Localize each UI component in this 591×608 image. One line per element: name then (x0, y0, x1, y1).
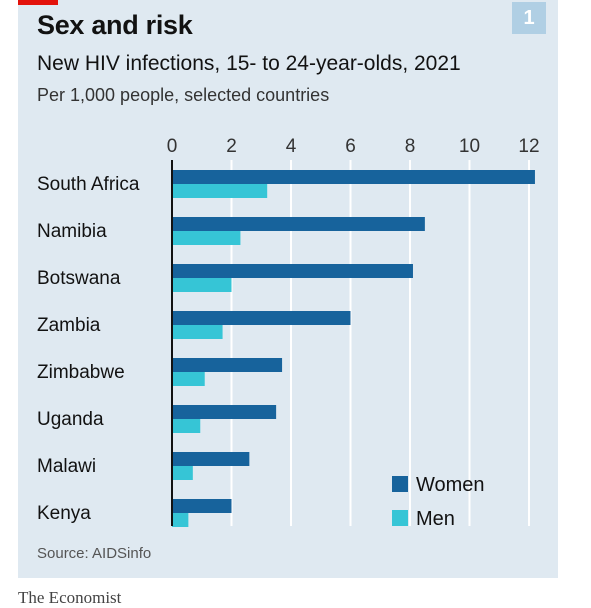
chart-panel (18, 0, 558, 578)
category-label: Kenya (37, 503, 91, 524)
chart-units: Per 1,000 people, selected countries (37, 85, 330, 105)
bar-men (172, 278, 232, 292)
chart-subtitle: New HIV infections, 15- to 24-year-olds,… (37, 52, 461, 75)
category-label: Namibia (37, 221, 107, 242)
bar-men (172, 372, 205, 386)
x-tick-label: 12 (518, 136, 539, 157)
x-tick-label: 10 (459, 136, 480, 157)
source-note: Source: AIDSinfo (37, 545, 152, 562)
bar-women (172, 452, 250, 466)
legend-label: Women (416, 474, 485, 496)
x-tick-label: 8 (405, 136, 416, 157)
bar-women (172, 170, 535, 184)
brand-red-tag (18, 0, 58, 5)
x-tick-label: 6 (345, 136, 356, 157)
bar-men (172, 419, 201, 433)
bar-men (172, 184, 268, 198)
chart-number-badge: 1 (512, 2, 546, 34)
category-label: Botswana (37, 268, 121, 289)
bar-women (172, 217, 425, 231)
category-label: Zimbabwe (37, 362, 125, 383)
bar-women (172, 405, 277, 419)
x-tick-label: 4 (286, 136, 297, 157)
x-tick-label: 0 (167, 136, 178, 157)
category-label: Malawi (37, 456, 96, 477)
bar-men (172, 513, 189, 527)
bar-men (172, 325, 223, 339)
bar-women (172, 264, 413, 278)
bar-men (172, 231, 241, 245)
bar-women (172, 499, 232, 513)
legend-label: Men (416, 508, 455, 530)
publisher-brand: The Economist (18, 588, 122, 607)
chart-title: Sex and risk (37, 10, 193, 40)
legend-swatch (392, 476, 408, 492)
legend-swatch (392, 510, 408, 526)
bar-women (172, 311, 351, 325)
category-label: Zambia (37, 315, 101, 336)
bar-men (172, 466, 193, 480)
category-label: Uganda (37, 409, 104, 430)
category-label: South Africa (37, 174, 140, 195)
x-tick-label: 2 (226, 136, 237, 157)
bar-women (172, 358, 283, 372)
